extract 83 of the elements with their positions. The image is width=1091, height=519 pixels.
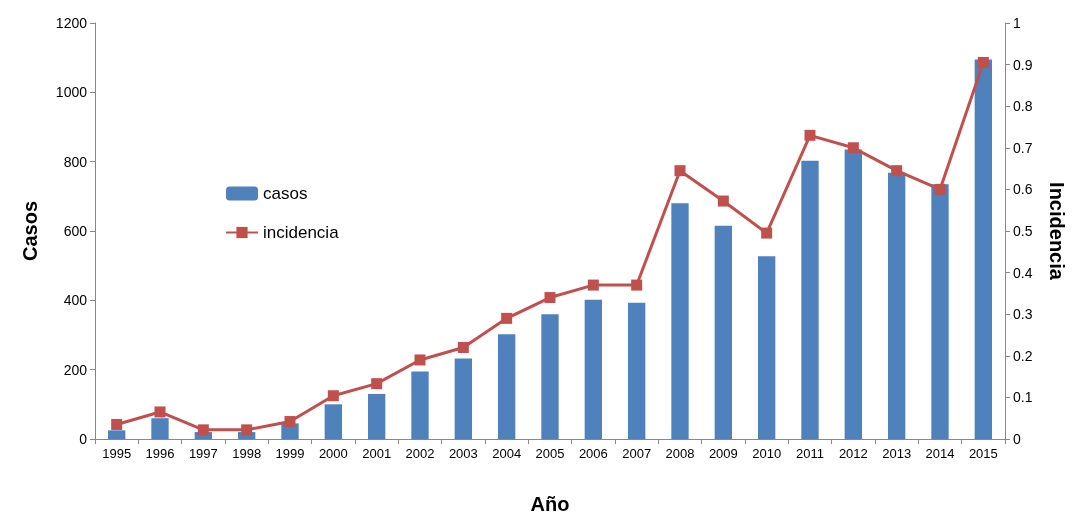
point (717, 195, 729, 207)
y2-tick-label: 0.2 (1013, 347, 1033, 364)
y2-tick-label: 0.3 (1013, 306, 1033, 323)
bar (411, 371, 429, 439)
y2-tick-label: 0.4 (1013, 264, 1033, 281)
bar (108, 430, 126, 439)
x-tick-label: 2005 (535, 446, 565, 461)
bar (454, 358, 472, 439)
bar (974, 59, 992, 439)
bar (324, 404, 342, 439)
y-axis-title: Casos (19, 200, 41, 262)
bar (151, 418, 169, 439)
x-tick-label: 1999 (275, 446, 305, 461)
x-tick-label: 2014 (925, 446, 955, 461)
point (977, 57, 989, 69)
point (631, 279, 643, 291)
x-tick-label: 2006 (578, 446, 608, 461)
bar (541, 314, 559, 439)
x-tick-label: 2000 (318, 446, 348, 461)
x-tick-label: 2013 (882, 446, 912, 461)
y2-tick-label: 0.7 (1013, 139, 1033, 156)
y-tick-label: 0 (79, 431, 88, 447)
point (804, 129, 816, 141)
bar (584, 299, 602, 439)
x-tick-label: 2011 (796, 446, 824, 461)
point (241, 424, 253, 436)
point (501, 312, 513, 324)
y2-tick-label: 0.8 (1013, 98, 1033, 115)
y2-tick-label: 1 (1013, 15, 1021, 31)
point (414, 354, 426, 366)
y2-axis-title: Incidencia (1046, 182, 1068, 281)
bar (801, 160, 819, 439)
point (891, 165, 903, 177)
bar (844, 149, 862, 439)
x-tick-label: 1998 (232, 446, 262, 461)
y-tick-label: 600 (63, 223, 88, 239)
x-tick-label: 2010 (752, 446, 782, 461)
x-tick-label: 2004 (492, 446, 522, 461)
x-tick-label: 2007 (622, 446, 652, 461)
y2-tick-label: 0.6 (1013, 181, 1033, 198)
y-tick-label: 1200 (55, 15, 88, 31)
point (457, 341, 469, 353)
point (847, 142, 859, 154)
x-tick-label: 2008 (665, 446, 695, 461)
bar (368, 393, 386, 439)
legend-label: incidencia (263, 223, 340, 242)
point (327, 390, 339, 402)
bar (888, 172, 906, 439)
x-tick-label: 2009 (708, 446, 738, 461)
bar (628, 302, 646, 439)
x-tick-label: 1996 (145, 446, 175, 461)
point (587, 279, 599, 291)
bar (758, 256, 776, 439)
x-tick-label: 1995 (102, 446, 132, 461)
y2-tick-label: 0.5 (1013, 223, 1033, 239)
point (154, 406, 166, 418)
point (284, 416, 296, 428)
point (111, 418, 123, 430)
x-tick-label: 2003 (448, 446, 478, 461)
point (197, 424, 209, 436)
legend-label: casos (263, 184, 308, 203)
point (934, 183, 946, 195)
y2-tick-label: 0.9 (1013, 56, 1033, 73)
bar (931, 184, 949, 439)
point (371, 378, 383, 390)
x-tick-label: 2015 (968, 446, 998, 461)
x-tick-label: 2002 (405, 446, 435, 461)
y-tick-label: 800 (63, 153, 88, 170)
y2-tick-label: 0 (1013, 431, 1021, 447)
point (761, 227, 773, 239)
y2-tick-label: 0.1 (1013, 389, 1033, 406)
point (544, 292, 556, 304)
y-tick-label: 1000 (55, 84, 88, 101)
x-tick-label: 2012 (838, 446, 868, 461)
x-axis-title: Año (530, 493, 570, 515)
x-tick-label: 2001 (362, 446, 392, 461)
bar (714, 225, 732, 439)
y-tick-label: 400 (63, 292, 88, 309)
point (674, 165, 686, 177)
bar (671, 203, 689, 439)
y-tick-label: 200 (63, 361, 88, 378)
bar (498, 334, 516, 439)
x-tick-label: 1997 (188, 446, 218, 461)
